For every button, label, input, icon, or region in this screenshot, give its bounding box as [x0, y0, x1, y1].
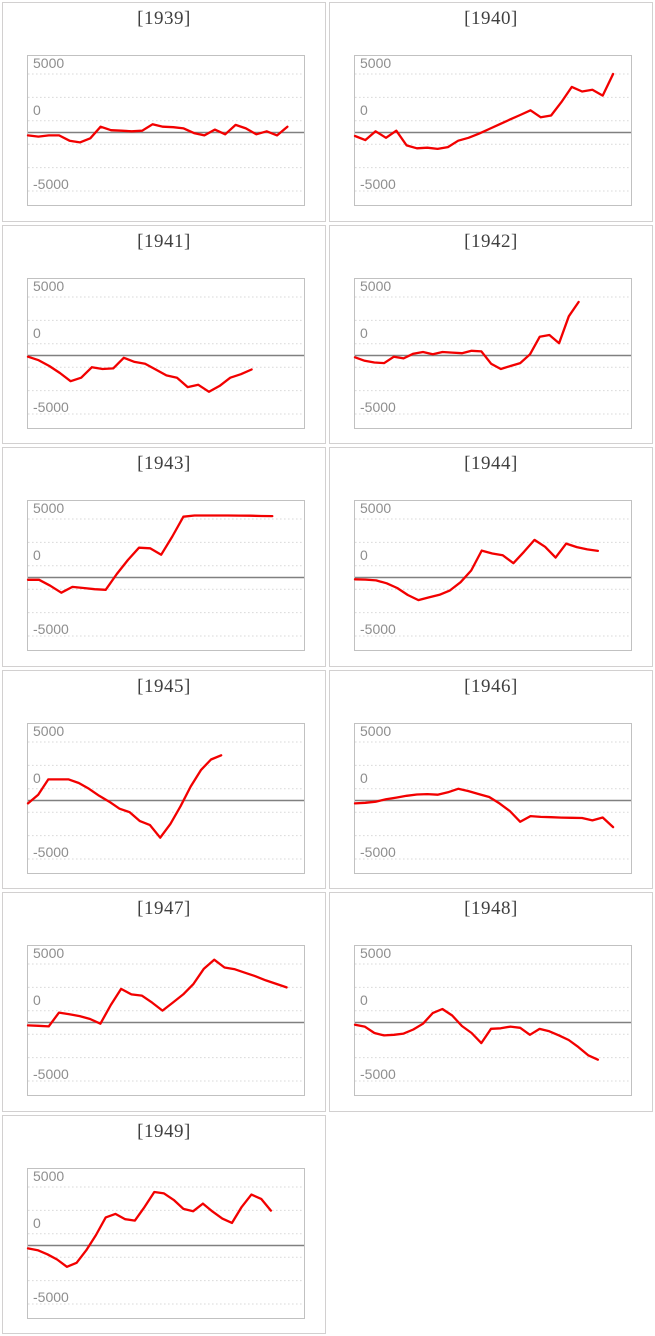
chart-title: [1949] — [137, 1120, 191, 1142]
plot-area: 5000 0 -5000 — [26, 55, 305, 206]
y-tick-0: 0 — [33, 1214, 41, 1231]
plot-area: 5000 0 -5000 — [353, 500, 632, 651]
year-chart-tile[interactable]: [1947] 5000 0 -5000 — [2, 892, 326, 1112]
chart-title: [1948] — [464, 898, 518, 919]
chart-title: [1941] — [137, 230, 191, 252]
y-tick-5000: 5000 — [33, 722, 65, 739]
chart-title: [1940] — [464, 8, 518, 29]
chart-canvas — [26, 958, 304, 1082]
plot-area: 5000 0 -5000 — [353, 722, 632, 874]
year-chart-tile[interactable]: [1940] 5000 0 -5000 — [329, 2, 653, 222]
year-chart-tile[interactable]: [1944] 5000 0 -5000 — [329, 447, 653, 667]
y-tick-0: 0 — [360, 547, 368, 563]
chart-canvas — [353, 72, 631, 192]
y-tick-neg-5000: -5000 — [33, 843, 69, 860]
plot-area: 5000 0 -5000 — [26, 945, 305, 1096]
plot-area: 5000 0 -5000 — [353, 55, 632, 206]
chart-canvas — [353, 296, 631, 414]
chart-title: [1945] — [137, 675, 191, 697]
chart-canvas — [26, 73, 304, 192]
plot-area: 5000 0 -5000 — [26, 277, 305, 429]
series-line — [26, 753, 223, 839]
plot-area: 5000 0 -5000 — [26, 500, 305, 651]
y-tick-neg-5000: -5000 — [360, 176, 396, 192]
y-tick-0: 0 — [33, 324, 41, 341]
plot-area: 5000 0 -5000 — [26, 1167, 305, 1319]
y-tick-5000: 5000 — [33, 277, 65, 294]
series-line — [26, 514, 274, 594]
plot-area: 5000 0 -5000 — [353, 945, 632, 1096]
chart-title: [1946] — [464, 675, 518, 697]
y-tick-0: 0 — [33, 769, 41, 786]
y-tick-neg-5000: -5000 — [33, 176, 69, 192]
year-chart-tile[interactable]: [1942] 5000 0 -5000 — [329, 224, 653, 444]
y-tick-neg-5000: -5000 — [33, 621, 69, 637]
year-chart-tile[interactable]: [1941] 5000 0 -5000 — [2, 224, 326, 444]
y-tick-5000: 5000 — [33, 55, 65, 71]
y-tick-0: 0 — [360, 102, 368, 118]
chart-canvas — [26, 296, 304, 414]
y-tick-5000: 5000 — [360, 500, 392, 516]
chart-title: [1943] — [137, 453, 191, 474]
chart-title: [1942] — [464, 230, 518, 252]
year-chart-tile[interactable]: [1945] 5000 0 -5000 — [2, 669, 326, 889]
y-tick-0: 0 — [33, 547, 41, 563]
chart-title: [1939] — [137, 8, 191, 29]
year-chart-tile[interactable]: [1939] 5000 0 -5000 — [2, 2, 326, 222]
y-tick-neg-5000: -5000 — [360, 1066, 396, 1082]
year-chart-tile[interactable]: [1949] 5000 0 -5000 — [2, 1114, 326, 1334]
series-line — [353, 1007, 600, 1061]
y-tick-5000: 5000 — [33, 945, 65, 961]
series-line — [353, 72, 615, 151]
chart-canvas — [26, 1186, 304, 1304]
y-tick-neg-5000: -5000 — [33, 398, 69, 415]
y-tick-0: 0 — [33, 992, 41, 1008]
chart-canvas — [26, 741, 304, 859]
series-line — [26, 958, 288, 1028]
y-tick-5000: 5000 — [360, 55, 392, 71]
year-chart-tile[interactable]: [1946] 5000 0 -5000 — [329, 669, 653, 889]
y-tick-neg-5000: -5000 — [33, 1066, 69, 1082]
y-tick-neg-5000: -5000 — [360, 621, 396, 637]
y-tick-0: 0 — [360, 769, 368, 786]
series-line — [26, 355, 253, 393]
y-tick-0: 0 — [360, 992, 368, 1008]
year-chart-tile[interactable]: [1943] 5000 0 -5000 — [2, 447, 326, 667]
y-tick-neg-5000: -5000 — [360, 843, 396, 860]
series-line — [26, 1190, 273, 1268]
chart-canvas — [353, 963, 631, 1082]
y-tick-neg-5000: -5000 — [360, 398, 396, 415]
y-tick-0: 0 — [360, 324, 368, 341]
plot-area: 5000 0 -5000 — [353, 277, 632, 429]
y-tick-5000: 5000 — [360, 277, 392, 294]
year-chart-tile[interactable]: [1948] 5000 0 -5000 — [329, 892, 653, 1112]
y-tick-5000: 5000 — [33, 1167, 65, 1184]
chart-canvas — [353, 741, 631, 859]
y-tick-5000: 5000 — [360, 722, 392, 739]
chart-canvas — [26, 514, 304, 637]
y-tick-5000: 5000 — [33, 500, 65, 516]
y-tick-5000: 5000 — [360, 945, 392, 961]
chart-title: [1944] — [464, 453, 518, 474]
y-tick-neg-5000: -5000 — [33, 1288, 69, 1305]
chart-canvas — [353, 518, 631, 637]
chart-title: [1947] — [137, 898, 191, 919]
series-line — [353, 300, 580, 370]
plot-area: 5000 0 -5000 — [26, 722, 305, 874]
series-line — [26, 123, 289, 144]
series-line — [353, 538, 600, 602]
series-line — [353, 787, 615, 828]
y-tick-0: 0 — [33, 102, 41, 118]
